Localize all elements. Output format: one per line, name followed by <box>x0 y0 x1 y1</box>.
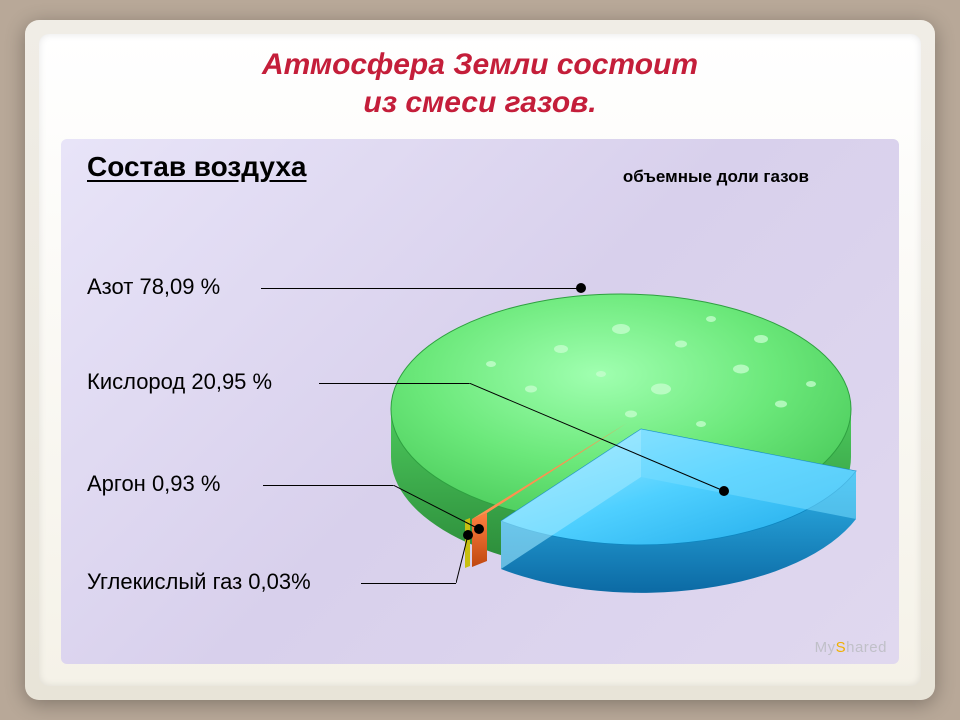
leader-nitrogen <box>261 288 581 289</box>
leader-co2-h <box>361 583 456 584</box>
watermark-accent: S <box>836 639 847 656</box>
endpoint-argon <box>474 524 484 534</box>
watermark-post: hared <box>846 639 887 656</box>
label-argon: Аргон 0,93 % <box>87 471 220 497</box>
watermark: MyShared <box>815 639 887 656</box>
leader-argon-diag <box>393 485 485 535</box>
inner-panel: Атмосфера Земли состоит из смеси газов. … <box>39 34 921 686</box>
label-nitrogen: Азот 78,09 % <box>87 274 220 300</box>
label-co2: Углекислый газ 0,03% <box>87 569 311 595</box>
leader-argon-h <box>263 485 393 486</box>
main-title-line1: Атмосфера Земли состоит <box>262 48 698 81</box>
leader-co2-v <box>456 535 476 585</box>
outer-frame: Атмосфера Земли состоит из смеси газов. … <box>25 20 935 700</box>
chart-area: Состав воздуха объемные доли газов <box>61 139 899 664</box>
main-title-line2: из смеси газов. <box>363 86 596 119</box>
watermark-pre: My <box>815 639 836 656</box>
label-oxygen: Кислород 20,95 % <box>87 369 272 395</box>
endpoint-co2 <box>463 530 473 540</box>
endpoint-oxygen <box>719 486 729 496</box>
leader-oxygen-diag <box>469 383 731 503</box>
endpoint-nitrogen <box>576 283 586 293</box>
main-title: Атмосфера Земли состоит из смеси газов. <box>39 34 921 125</box>
leader-oxygen-h <box>319 383 469 384</box>
